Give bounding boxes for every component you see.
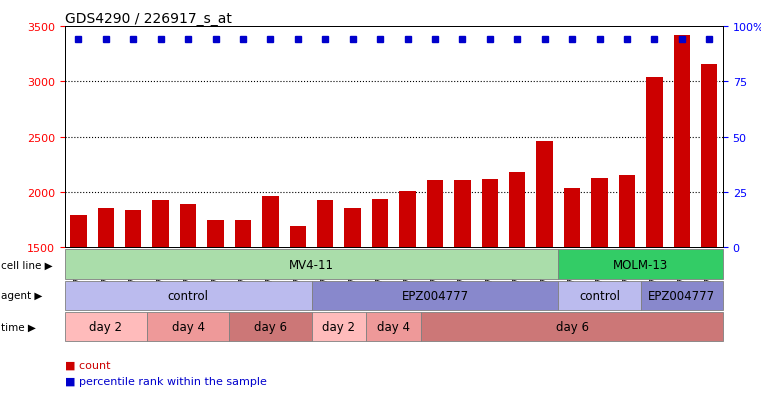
- Text: agent ▶: agent ▶: [1, 291, 42, 301]
- Text: day 2: day 2: [323, 320, 355, 333]
- Bar: [591, 178, 608, 248]
- Text: time ▶: time ▶: [1, 322, 36, 332]
- Text: EPZ004777: EPZ004777: [648, 289, 715, 302]
- Bar: [454, 181, 470, 248]
- Bar: [646, 78, 663, 248]
- Text: day 4: day 4: [172, 320, 205, 333]
- Text: EPZ004777: EPZ004777: [401, 289, 469, 302]
- Bar: [509, 172, 525, 248]
- Bar: [564, 188, 581, 248]
- Text: GDS4290 / 226917_s_at: GDS4290 / 226917_s_at: [65, 12, 231, 26]
- Bar: [619, 176, 635, 248]
- Text: ■ count: ■ count: [65, 359, 110, 369]
- Text: control: control: [579, 289, 620, 302]
- Text: MV4-11: MV4-11: [289, 258, 334, 271]
- Text: day 6: day 6: [556, 320, 588, 333]
- Bar: [317, 200, 333, 248]
- Bar: [152, 200, 169, 248]
- Bar: [701, 64, 718, 248]
- Text: MOLM-13: MOLM-13: [613, 258, 668, 271]
- Bar: [290, 226, 306, 248]
- Bar: [537, 142, 553, 248]
- Bar: [207, 220, 224, 248]
- Text: cell line ▶: cell line ▶: [1, 260, 53, 270]
- Bar: [262, 197, 279, 248]
- Bar: [427, 181, 443, 248]
- Bar: [70, 216, 87, 248]
- Text: day 6: day 6: [254, 320, 287, 333]
- Bar: [125, 210, 142, 248]
- Text: ■ percentile rank within the sample: ■ percentile rank within the sample: [65, 376, 266, 386]
- Bar: [180, 204, 196, 248]
- Bar: [234, 220, 251, 248]
- Bar: [482, 179, 498, 248]
- Bar: [673, 36, 690, 248]
- Text: day 2: day 2: [89, 320, 123, 333]
- Bar: [345, 208, 361, 248]
- Bar: [97, 209, 114, 248]
- Bar: [400, 192, 416, 248]
- Bar: [372, 199, 388, 248]
- Text: day 4: day 4: [377, 320, 410, 333]
- Text: control: control: [167, 289, 209, 302]
